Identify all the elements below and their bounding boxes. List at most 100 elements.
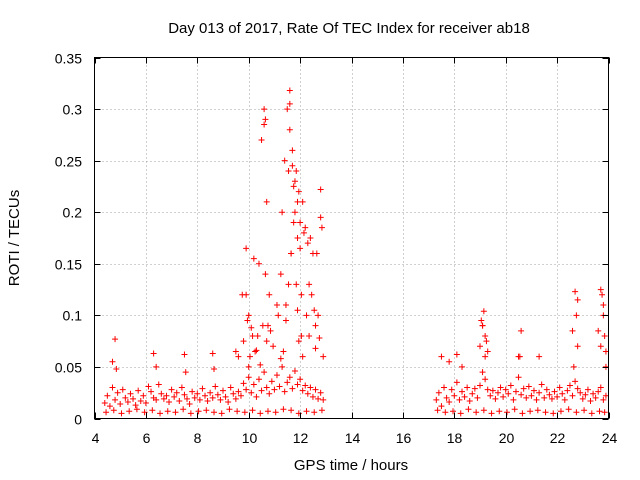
data-point [212, 383, 219, 390]
data-point [166, 398, 173, 405]
data-point [275, 312, 282, 319]
y-tick-label: 0.15 [55, 257, 82, 273]
data-point [442, 409, 449, 416]
data-point [541, 394, 548, 401]
data-point [453, 351, 460, 358]
data-point [148, 388, 155, 395]
plot-frame [94, 57, 609, 419]
data-point [222, 393, 229, 400]
data-point [135, 387, 142, 394]
data-point [311, 409, 318, 416]
data-point [320, 353, 327, 360]
data-point [202, 392, 209, 399]
data-point [518, 391, 525, 398]
data-point [482, 376, 489, 383]
data-point [597, 384, 604, 391]
data-point [119, 386, 126, 393]
data-point [112, 396, 119, 403]
data-point [548, 395, 555, 402]
data-point [270, 343, 277, 350]
data-point [525, 383, 532, 390]
data-point [515, 374, 522, 381]
data-point [574, 343, 581, 350]
data-point [446, 358, 453, 365]
data-point [133, 406, 140, 413]
data-point [225, 398, 232, 405]
data-point [464, 384, 471, 391]
data-point [126, 408, 133, 415]
data-point [113, 365, 120, 372]
data-point [248, 324, 255, 331]
data-point [181, 351, 188, 358]
data-point [550, 410, 557, 417]
data-point [245, 374, 252, 381]
data-point [573, 312, 580, 319]
data-point [182, 369, 189, 376]
data-point [574, 385, 581, 392]
data-point [577, 389, 584, 396]
data-point [101, 400, 108, 407]
x-axis-tick-labels: 4 6 8 10 12 14 16 18 20 22 24 [92, 430, 618, 446]
data-point [320, 396, 327, 403]
data-point [482, 332, 489, 339]
data-point [271, 386, 278, 393]
data-point [227, 384, 234, 391]
data-point [469, 390, 476, 397]
data-point [480, 308, 487, 315]
data-point [595, 388, 602, 395]
data-point [479, 322, 486, 329]
data-point [288, 250, 295, 257]
data-point [451, 392, 458, 399]
data-point [542, 409, 549, 416]
data-point [109, 384, 116, 391]
data-point [176, 397, 183, 404]
data-point [590, 390, 597, 397]
data-point [273, 302, 280, 309]
data-point [528, 392, 535, 399]
data-point [317, 186, 324, 193]
y-tick-label: 0.3 [63, 102, 83, 118]
data-point [285, 167, 292, 174]
data-point [520, 385, 527, 392]
data-point [459, 363, 466, 370]
data-point [114, 389, 121, 396]
data-point [289, 162, 296, 169]
data-point [243, 386, 250, 393]
data-point [286, 100, 293, 107]
data-point [286, 126, 293, 133]
data-point [252, 348, 259, 355]
x-tick-label: 18 [447, 430, 463, 446]
data-point [280, 348, 287, 355]
data-point [453, 379, 460, 386]
data-point [211, 365, 218, 372]
data-point [258, 137, 265, 144]
data-point [181, 391, 188, 398]
data-point [130, 395, 137, 402]
data-point [187, 410, 194, 417]
data-point [434, 407, 441, 414]
data-point [254, 332, 261, 339]
data-point [290, 219, 297, 226]
data-point [306, 332, 313, 339]
data-point [243, 291, 250, 298]
data-point [281, 388, 288, 395]
data-point [257, 361, 264, 368]
data-point [450, 408, 457, 415]
data-point [595, 327, 602, 334]
data-point [240, 338, 247, 345]
data-point [601, 332, 608, 339]
data-point [186, 401, 193, 408]
data-point [272, 409, 279, 416]
data-point [268, 378, 275, 385]
data-point [237, 392, 244, 399]
data-point [249, 407, 256, 414]
data-point [502, 386, 509, 393]
data-point [597, 343, 604, 350]
data-point [259, 322, 266, 329]
data-point [289, 385, 296, 392]
data-point [279, 209, 286, 216]
data-point [127, 390, 134, 397]
data-point [211, 409, 218, 416]
data-point [477, 343, 483, 350]
data-point [220, 387, 226, 394]
